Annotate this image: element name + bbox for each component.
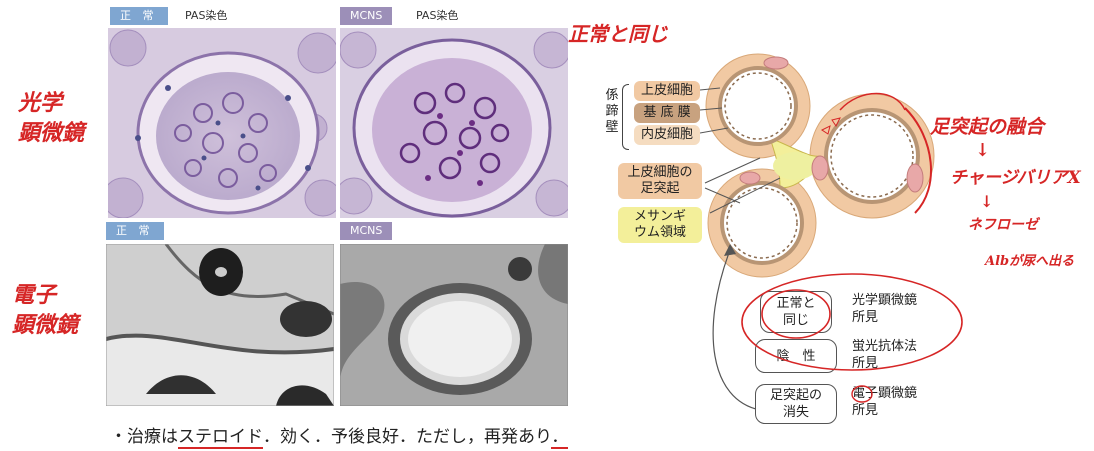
foot-process-line-2: 足突起 [640,181,680,196]
finding-method-3-line-2: 所見 [852,403,879,418]
finding-result-3-line-2: 消失 [782,405,809,420]
normal-tag-bottom: 正 常 [106,222,164,240]
mcns-electron-micrograph [340,244,568,406]
mesangium-line-1: メサンギ [633,209,686,224]
handwritten-arrow-2: ↓ [980,192,994,211]
mcns-tag-bottom: MCNS [340,222,393,240]
capillary-wall-diagram [699,38,940,288]
normal-tag-top: 正 常 [110,7,168,25]
handwritten-arrow-1: ↓ [975,140,991,161]
wall-bracket [622,84,629,150]
finding-result-3-line-1: 足突起の [769,388,822,403]
finding-method-2-line-1: 蛍光抗体法 [852,339,918,354]
finding-method-2: 蛍光抗体法 所見 [852,338,917,372]
wall-label-char-3: 壁 [605,120,619,135]
finding-result-3: 足突起の 消失 [755,384,837,424]
treatment-bullet: ・ [110,427,127,447]
foot-process-label: 上皮細胞の 足突起 [618,163,702,199]
basement-membrane-label: 基 底 膜 [634,103,700,123]
pas-stain-label-right: PAS染色 [416,9,459,22]
finding-result-1: 正常と 同じ [760,291,832,333]
handwritten-nephrosis: ネフローゼ [968,217,1038,233]
treatment-end: ． [551,427,569,449]
mesangium-line-2: ウム領域 [633,225,686,240]
loop-arrow [712,244,761,411]
endothelial-cell-label: 内皮細胞 [634,125,700,145]
wall-label: 係 蹄 壁 [604,88,620,136]
handwritten-podocyte-fusion: 足突起の融合 [930,116,1045,138]
handwritten-electron-microscope: 電子 顕微鏡 [12,280,78,340]
mesangium-label: メサンギ ウム領域 [618,207,702,243]
epithelial-cell-label: 上皮細胞 [634,81,700,101]
handwritten-alb-urine: Albが尿へ出る [985,254,1075,269]
wall-label-char-1: 係 [605,88,619,103]
handwritten-same-as-normal: 正常と同じ [568,22,668,46]
pas-stain-label-left: PAS染色 [185,9,228,22]
treatment-note: ・治療はステロイド．効く．予後良好．ただし，再発あり． [110,422,569,449]
normal-light-micrograph [108,28,336,218]
treatment-steroid: ステロイド [178,427,263,449]
finding-method-3: 電子顕微鏡 所見 [852,385,917,419]
mcns-tag-top: MCNS [340,7,393,25]
finding-method-1-line-1: 光学顕微鏡 [852,293,918,308]
finding-method-3-line-1: 電子顕微鏡 [852,386,918,401]
finding-result-2: 陰 性 [755,339,837,373]
normal-electron-micrograph [106,244,334,406]
treatment-text-a: 治療は [127,427,178,447]
treatment-text-b: ．効く．予後良好．ただし，再発あり [263,427,552,447]
mcns-light-micrograph [340,28,568,218]
finding-result-1-line-1: 正常と [776,296,816,311]
handwritten-charge-barrier: チャージバリアX [950,168,1081,188]
finding-result-1-line-2: 同じ [782,313,809,328]
foot-process-line-1: 上皮細胞の [627,165,693,180]
handwritten-circles [741,273,963,403]
wall-label-char-2: 蹄 [605,104,619,119]
handwritten-electron-2: 顕微鏡 [12,312,79,338]
handwritten-light-1: 光学 [18,90,63,116]
finding-method-2-line-2: 所見 [852,356,879,371]
handwritten-electron-1: 電子 [12,282,57,308]
handwritten-light-2: 顕微鏡 [18,120,85,146]
finding-method-1: 光学顕微鏡 所見 [852,292,917,326]
handwritten-light-microscope: 光学 顕微鏡 [18,88,84,148]
finding-method-1-line-2: 所見 [852,310,879,325]
